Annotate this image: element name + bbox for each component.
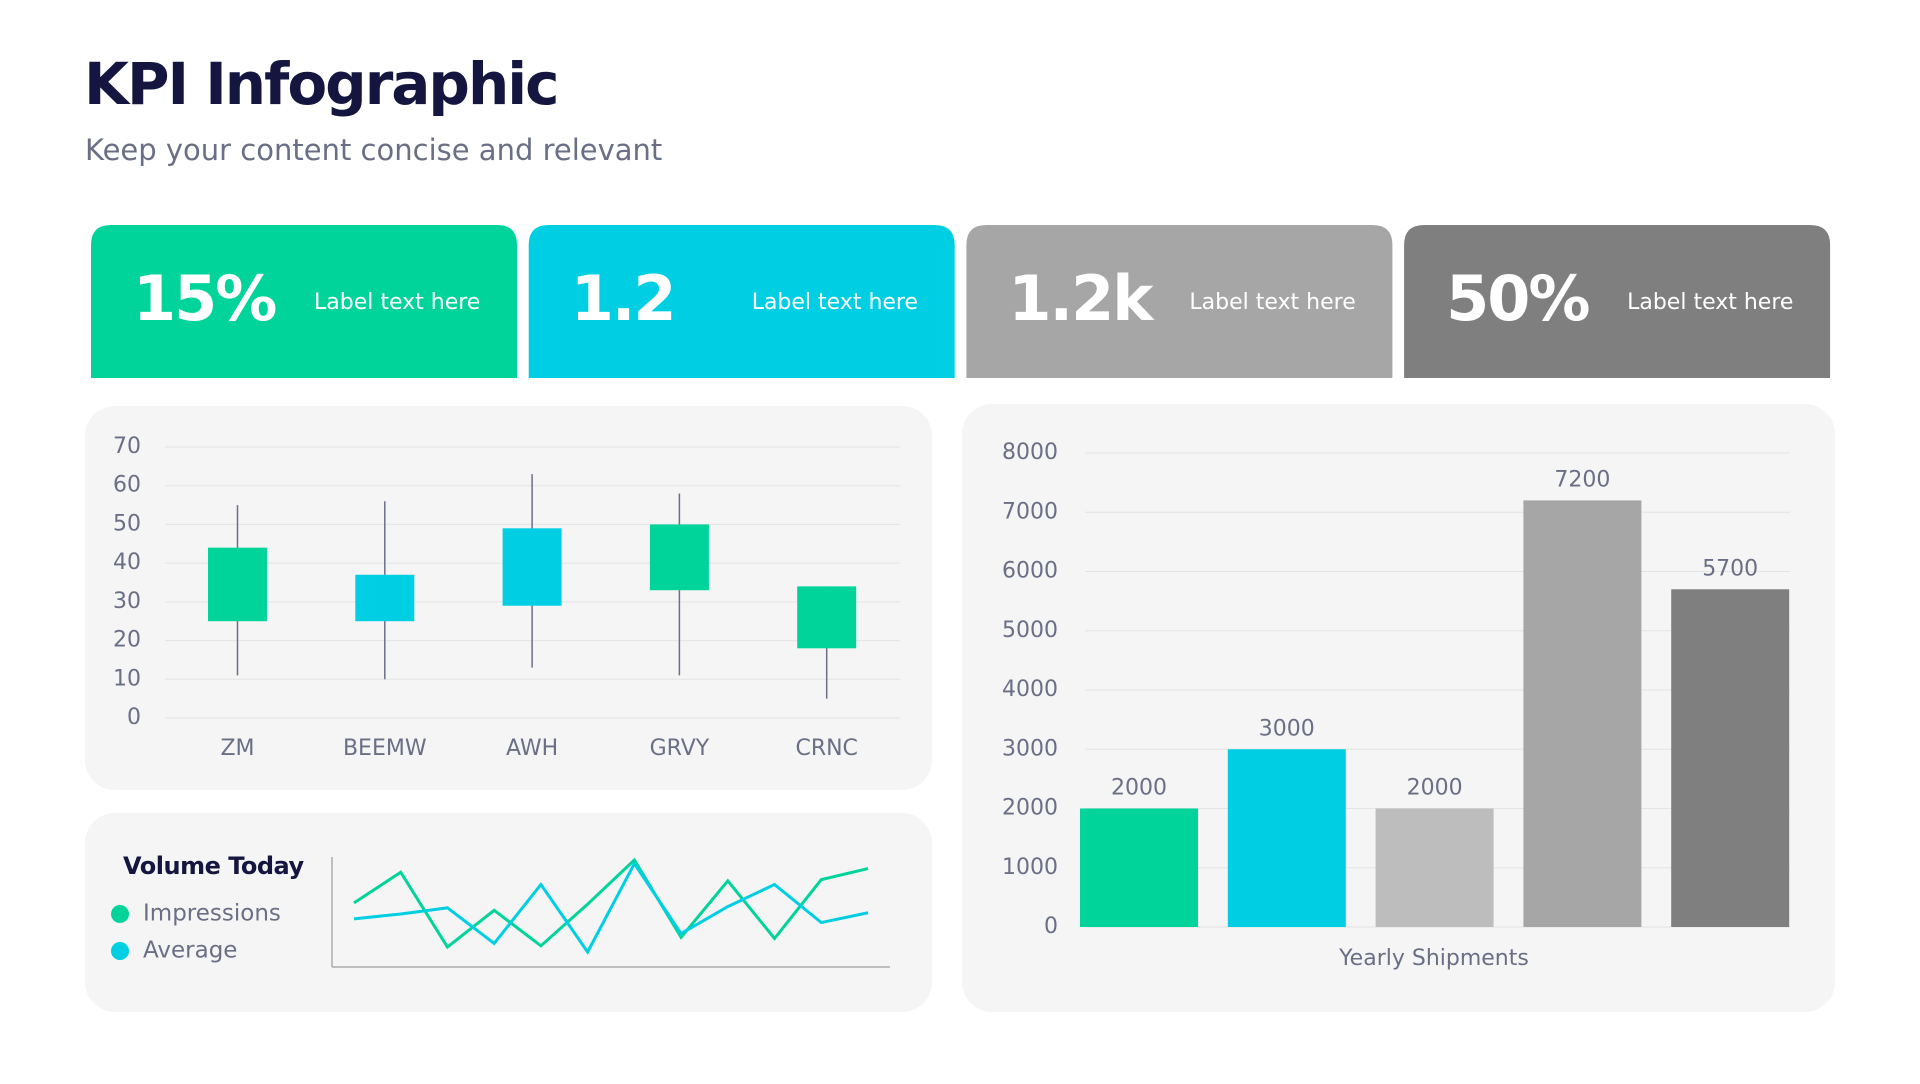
bar bbox=[1523, 500, 1642, 927]
bar bbox=[1375, 808, 1494, 927]
value-label: 7200 bbox=[1554, 467, 1610, 492]
y-tick-label: 20 bbox=[113, 628, 141, 653]
kpi-card bbox=[528, 225, 955, 378]
x-tick-label: AWH bbox=[506, 736, 558, 761]
y-tick-label: 5000 bbox=[1002, 618, 1058, 643]
candle-body bbox=[502, 528, 562, 606]
kpi-value: 1.2k bbox=[1008, 262, 1155, 335]
y-tick-label: 1000 bbox=[1002, 855, 1058, 880]
title: KPI Infographic bbox=[84, 50, 558, 118]
y-tick-label: 30 bbox=[113, 589, 141, 614]
value-label: 5700 bbox=[1702, 556, 1758, 581]
line bbox=[353, 857, 869, 950]
y-tick-label: 70 bbox=[113, 434, 141, 459]
value-label: 3000 bbox=[1259, 716, 1315, 741]
kpi-label: Label text here bbox=[314, 290, 480, 315]
y-tick-label: 0 bbox=[1044, 914, 1058, 939]
candle-body bbox=[797, 586, 857, 649]
y-tick-label: 10 bbox=[113, 666, 141, 691]
kpi-card bbox=[966, 225, 1393, 378]
candle-body bbox=[208, 547, 267, 622]
x-axis-label: Yearly Shipments bbox=[1338, 946, 1529, 971]
candle-body bbox=[649, 524, 709, 591]
kpi-label: Label text here bbox=[752, 290, 918, 315]
legend-marker bbox=[111, 942, 129, 960]
x-tick-label: CRNC bbox=[795, 736, 857, 761]
y-tick-label: 0 bbox=[127, 705, 141, 730]
panel bbox=[85, 813, 932, 1012]
legend-label: Average bbox=[143, 938, 237, 964]
bar bbox=[1227, 749, 1346, 927]
kpi-value: 15% bbox=[133, 262, 276, 335]
y-tick-label: 7000 bbox=[1002, 499, 1058, 524]
line-title: Volume Today bbox=[123, 852, 305, 880]
kpi-card bbox=[1404, 225, 1831, 378]
legend-label: Impressions bbox=[143, 901, 281, 927]
x-tick-label: ZM bbox=[220, 736, 254, 761]
y-tick-label: 50 bbox=[113, 511, 141, 536]
kpi-value: 1.2 bbox=[571, 262, 675, 335]
y-tick-label: 40 bbox=[113, 550, 141, 575]
value-label: 2000 bbox=[1111, 776, 1167, 801]
x-tick-label: BEEMW bbox=[343, 736, 427, 761]
line bbox=[353, 860, 869, 955]
y-tick-label: 2000 bbox=[1002, 796, 1058, 821]
y-tick-label: 4000 bbox=[1002, 677, 1058, 702]
kpi-value: 50% bbox=[1446, 262, 1589, 335]
y-tick-label: 3000 bbox=[1002, 736, 1058, 761]
legend-marker bbox=[111, 905, 129, 923]
bar bbox=[1671, 589, 1790, 927]
y-tick-label: 8000 bbox=[1002, 440, 1058, 465]
kpi-label: Label text here bbox=[1189, 290, 1355, 315]
subtitle: Keep your content concise and relevant bbox=[85, 133, 662, 167]
candle-body bbox=[355, 574, 415, 622]
kpi-label: Label text here bbox=[1627, 290, 1793, 315]
y-tick-label: 60 bbox=[113, 473, 141, 498]
value-label: 2000 bbox=[1407, 776, 1463, 801]
bar bbox=[1080, 808, 1198, 927]
x-tick-label: GRVY bbox=[650, 736, 710, 761]
y-tick-label: 6000 bbox=[1002, 559, 1058, 584]
kpi-card bbox=[91, 225, 517, 378]
